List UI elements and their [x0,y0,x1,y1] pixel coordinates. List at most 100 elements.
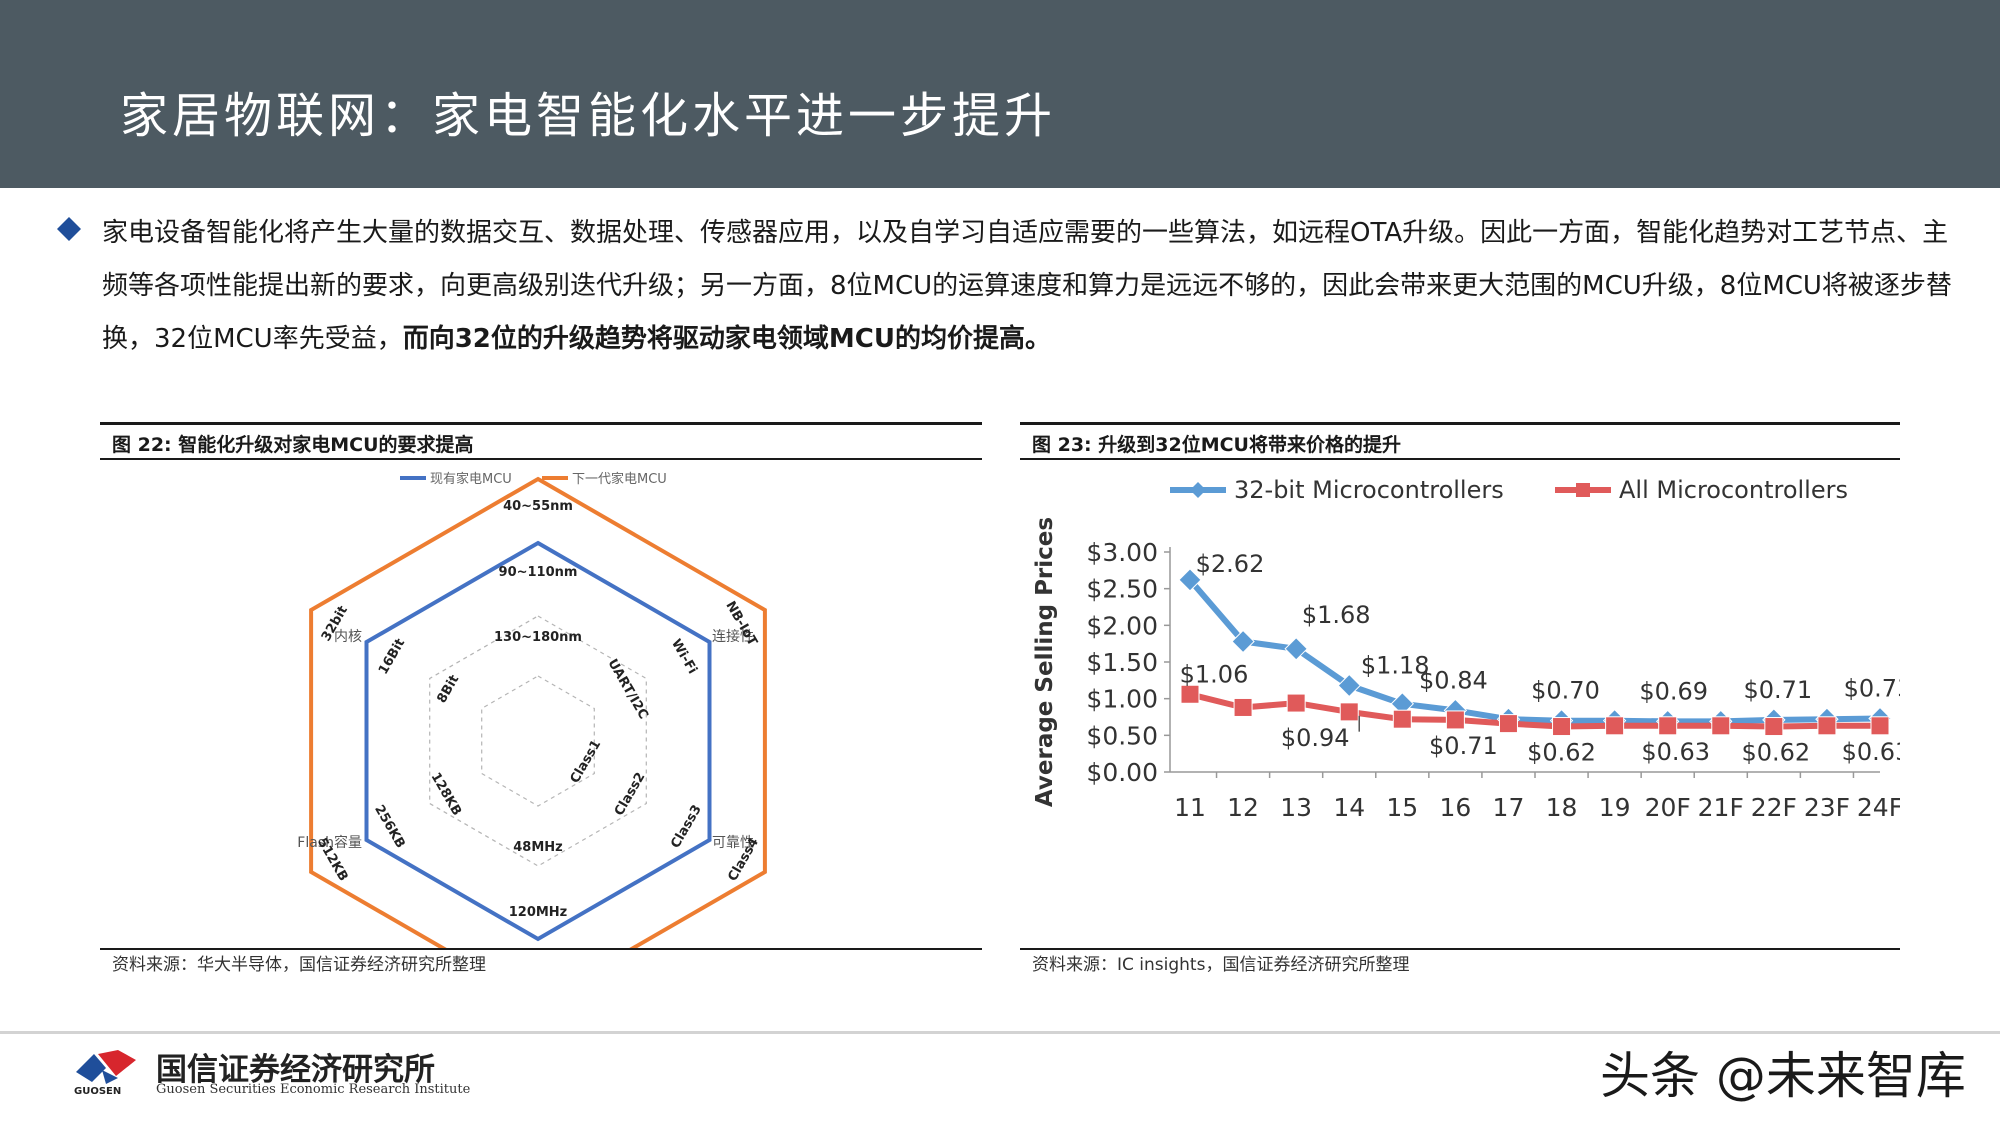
radar-ring-label: 16Bit [376,636,408,677]
figure-23: 图 23: 升级到32位MCU将带来价格的提升 32-bit Microcont… [1020,422,1900,952]
data-label: $0.63 [1641,738,1710,766]
y-tick-label: $2.00 [1086,611,1158,640]
data-label: $1.06 [1180,660,1249,688]
series-all-point [1817,716,1837,736]
data-label: $0.84 [1419,666,1488,694]
series-all-point [1180,684,1200,704]
y-tick-label: $2.50 [1086,575,1158,604]
line-chart: 32-bit Microcontrollers All Microcontroll… [1032,476,1900,822]
data-label: $0.71 [1743,676,1812,704]
y-tick-label: $1.50 [1086,648,1158,677]
radar-ring-label: 48MHz [513,840,562,855]
radar-grid-ring [429,615,647,867]
figure-22-source: 资料来源：华大半导体，国信证券经济研究所整理 [112,955,486,975]
radar-ring-label: 130~180nm [494,630,582,645]
series-32bit-point [1178,568,1202,592]
logo-name-en: Guosen Securities Economic Research Inst… [156,1082,471,1097]
data-label: $2.62 [1196,550,1265,578]
data-label: $0.62 [1527,739,1596,767]
radar-axis-label: Flash容量 [297,834,362,851]
data-label: $1.18 [1361,652,1430,680]
x-tick-label: 16 [1439,793,1471,822]
x-tick-label: 22F [1751,793,1797,822]
radar-ring-label: 128KB [428,770,465,818]
logo-abbreviation: GUOSEN [74,1086,122,1097]
body-paragraph: 家电设备智能化将产生大量的数据交互、数据处理、传感器应用，以及自学习自适应需要的… [102,207,1957,366]
series-32bit-point [1284,637,1308,661]
line-legend-marker [1190,482,1206,498]
body-paragraph-plain: 家电设备智能化将产生大量的数据交互、数据处理、传感器应用，以及自学习自适应需要的… [102,218,1952,354]
data-label: $1.68 [1302,601,1371,629]
series-all-point [1552,717,1572,737]
x-tick-label: 24F [1857,793,1900,822]
radar-series-next-gen [309,476,767,948]
x-tick-label: 15 [1386,793,1418,822]
series-32bit-point [1337,673,1361,698]
x-tick-label: 17 [1493,793,1525,822]
data-label: $0.70 [1531,677,1600,705]
series-all-point [1870,716,1890,736]
y-axis-title: Average Selling Prices [1032,517,1058,807]
data-label: $0.71 [1429,732,1498,760]
radar-legend-label: 下一代家电MCU [572,471,667,487]
data-label: $0.69 [1639,677,1708,705]
figure-caption-rule [1020,458,1900,460]
figure-22-caption: 图 22: 智能化升级对家电MCU的要求提高 [112,434,474,456]
header-bar: 家居物联网：家电智能化水平进一步提升 [0,0,2000,188]
radar-ring-label: 90~110nm [499,565,578,580]
radar-legend-label: 现有家电MCU [430,471,512,487]
figure-caption-rule [100,458,982,460]
y-tick-label: $0.00 [1086,758,1158,787]
x-tick-label: 14 [1333,793,1365,822]
figure-22: 图 22: 智能化升级对家电MCU的要求提高 现有家电MCU下一代家电MCU工艺… [100,422,982,952]
footer-divider [0,1031,2000,1034]
data-label: $0.63 [1842,738,1900,766]
x-tick-label: 12 [1227,793,1259,822]
radar-chart: 现有家电MCU下一代家电MCU工艺节点连接性可靠性主频Flash容量内核40~5… [297,471,767,948]
diamond-bullet-icon [57,217,81,241]
radar-axis-label: 可靠性 [712,835,754,851]
figure-bottom-rule [100,948,982,950]
figure-top-rule [1020,422,1900,425]
radar-ring-label: Class2 [612,770,649,818]
series-all-point [1286,693,1306,713]
series-all-point [1605,716,1625,736]
series-all-point [1764,717,1784,737]
y-tick-label: $0.50 [1086,721,1158,750]
figure-bottom-rule [1020,948,1900,950]
series-all-point [1658,716,1678,736]
data-label: $0.94 [1281,724,1350,752]
radar-axis-label: 连接性 [712,628,754,645]
radar-ring-label: UART/I2C [604,657,650,722]
figure-23-caption: 图 23: 升级到32位MCU将带来价格的提升 [1032,434,1401,456]
radar-axis-label: 内核 [334,629,362,645]
series-all-point [1498,714,1518,734]
body-paragraph-bold: 而向32位的升级趋势将驱动家电领域MCU的均价提高。 [402,324,1051,354]
x-tick-label: 20F [1645,793,1691,822]
x-tick-label: 13 [1280,793,1312,822]
radar-ring-label: 40~55nm [503,499,573,514]
y-tick-label: $3.00 [1086,538,1158,567]
data-label: $0.62 [1741,739,1810,767]
series-all-point [1392,709,1412,729]
data-label: $0.73 [1844,675,1900,703]
x-tick-label: 19 [1599,793,1631,822]
series-all-point [1445,710,1465,730]
x-tick-label: 11 [1174,793,1206,822]
x-tick-label: 18 [1546,793,1578,822]
figure-top-rule [100,422,982,425]
radar-ring-label: 8Bit [434,673,462,706]
radar-series-current [364,540,712,942]
line-legend-marker [1576,483,1590,497]
series-32bit-point [1231,629,1255,654]
guosen-logo-icon [76,1050,136,1084]
page-title: 家居物联网：家电智能化水平进一步提升 [120,88,1057,144]
series-all-point [1339,702,1359,722]
line-legend-label: All Microcontrollers [1619,476,1848,504]
series-all-point [1233,697,1253,717]
series-all-point [1711,716,1731,736]
radar-ring-label: Wi-Fi [668,637,700,677]
line-legend-label: 32-bit Microcontrollers [1234,476,1504,504]
y-tick-label: $1.00 [1086,685,1158,714]
radar-grid-ring [481,675,595,807]
